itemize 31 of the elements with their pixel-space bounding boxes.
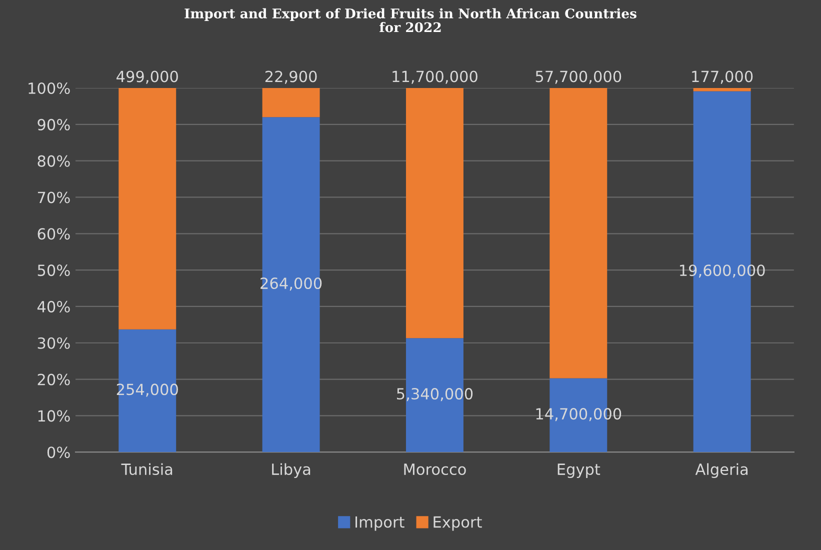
y-tick-label: 70% xyxy=(38,192,70,204)
x-tick-label: Tunisia xyxy=(121,463,172,476)
y-tick-label: 30% xyxy=(38,337,70,349)
bar xyxy=(118,88,176,330)
y-tick-label: 20% xyxy=(38,374,70,386)
y-tick-label: 90% xyxy=(38,118,70,130)
bar xyxy=(262,88,320,118)
y-tick-label: 60% xyxy=(38,228,70,240)
bar xyxy=(262,117,320,452)
chart-title: Import and Export of Dried Fruits in North African Countries for 2022 xyxy=(184,8,636,32)
bar xyxy=(406,88,464,338)
legend-label: Export xyxy=(434,516,482,531)
annotation: 57,700,000 xyxy=(536,70,622,84)
annotation: 177,000 xyxy=(692,70,753,84)
y-tick-label: 10% xyxy=(38,410,70,422)
annotation: 22,900 xyxy=(265,70,317,84)
y-tick-label: 50% xyxy=(38,264,70,276)
legend-label: Import xyxy=(356,516,404,531)
y-tick-label: 40% xyxy=(37,300,70,312)
bar xyxy=(693,88,751,92)
bar xyxy=(550,88,608,378)
x-tick-label: Egypt xyxy=(558,464,600,478)
x-tick-label: Morocco xyxy=(404,464,466,476)
x-tick-label: Libya xyxy=(272,463,310,478)
y-tick-label: 100% xyxy=(28,82,70,94)
annotation: 11,700,000 xyxy=(392,70,478,84)
annotation: 499,000 xyxy=(116,70,178,84)
bar xyxy=(118,329,176,452)
y-tick-label: 80% xyxy=(38,155,70,167)
x-tick-label: Algeria xyxy=(695,463,748,478)
y-tick-label: 0% xyxy=(47,446,70,458)
